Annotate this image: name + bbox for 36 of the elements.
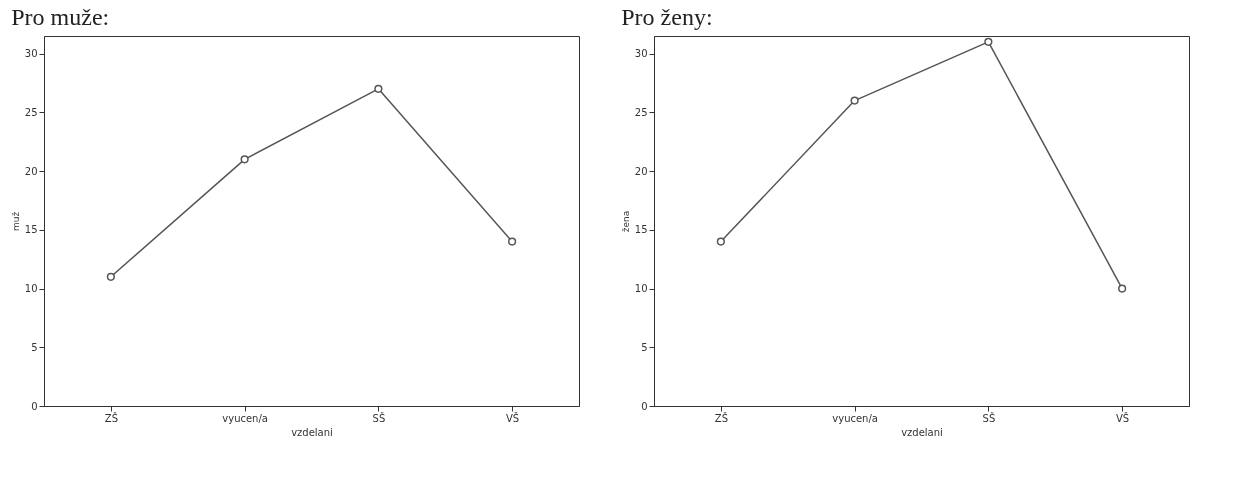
- point: [984, 37, 993, 46]
- chart-title: Pro muže:: [11, 4, 110, 30]
- x-tick-label: SŠ: [982, 411, 996, 424]
- y-tick-label: 30: [24, 48, 38, 60]
- x-tick-label: ZŠ: [714, 411, 728, 424]
- y-tick-label: 30: [634, 48, 648, 60]
- point: [508, 237, 517, 246]
- point: [374, 84, 383, 93]
- y-tick-label: 20: [24, 165, 38, 177]
- point: [240, 155, 249, 164]
- y-tick-label: 0: [31, 400, 38, 412]
- y-tick-label: 5: [31, 341, 38, 353]
- y-tick-label: 20: [634, 165, 648, 177]
- y-tick-label: 25: [634, 106, 648, 118]
- y-tick-label: 5: [641, 341, 648, 353]
- y-tick-label: 10: [634, 283, 648, 295]
- x-tick-label: VŠ: [1116, 411, 1130, 424]
- x-tick-label: vyucen/a: [832, 412, 878, 424]
- y-tick-label: 15: [24, 224, 38, 236]
- point: [1118, 284, 1127, 293]
- y-tick-label: 10: [24, 283, 38, 295]
- y-tick-label: 15: [634, 224, 648, 236]
- point: [106, 272, 115, 281]
- x-axis-title: vzdelani: [291, 426, 333, 438]
- y-tick-label: 25: [24, 106, 38, 118]
- y-axis-title: muž: [10, 211, 21, 232]
- chart-title: Pro ženy:: [621, 3, 713, 30]
- point: [850, 96, 859, 105]
- y-tick-label: 0: [641, 400, 648, 412]
- x-tick-label: SŠ: [372, 411, 386, 424]
- x-tick-label: ZŠ: [104, 411, 118, 424]
- x-tick-label: vyucen/a: [222, 412, 268, 424]
- x-tick-label: VŠ: [506, 411, 520, 424]
- y-axis-title: žena: [620, 210, 631, 233]
- x-axis-title: vzdelani: [901, 426, 943, 438]
- point: [716, 237, 725, 246]
